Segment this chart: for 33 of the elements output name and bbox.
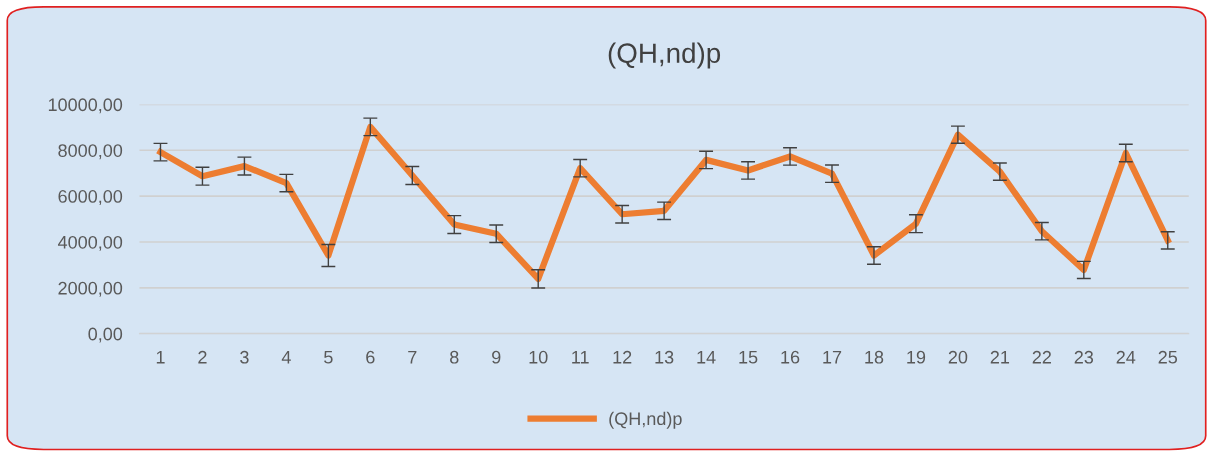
x-tick-label: 4 bbox=[281, 351, 291, 364]
x-tick-label: 7 bbox=[408, 351, 417, 364]
x-tick-label: 15 bbox=[739, 351, 758, 364]
y-tick-label: 0,00 bbox=[88, 327, 123, 343]
x-tick-label: 22 bbox=[1032, 350, 1051, 364]
y-tick-label: 8000,00 bbox=[58, 144, 123, 160]
x-tick-label: 14 bbox=[697, 351, 716, 364]
x-tick-label: 24 bbox=[1116, 350, 1136, 364]
x-tick-label: 12 bbox=[613, 350, 632, 364]
x-tick-label: 20 bbox=[948, 350, 968, 364]
x-tick-label: 25 bbox=[1158, 350, 1178, 364]
x-tick-label: 19 bbox=[907, 350, 926, 364]
y-tick-label: 2000,00 bbox=[58, 281, 123, 297]
legend-label: (QH,nd)p bbox=[609, 411, 682, 429]
chart-title: (QH,nd)p bbox=[608, 42, 721, 69]
x-tick-label: 11 bbox=[572, 351, 589, 364]
x-tick-label: 3 bbox=[240, 350, 249, 364]
x-tick-label: 6 bbox=[366, 350, 375, 364]
x-tick-label: 16 bbox=[781, 350, 800, 364]
y-tick-label: 10000,00 bbox=[48, 98, 123, 114]
y-tick-label: 4000,00 bbox=[57, 235, 123, 251]
x-tick-label: 1 bbox=[156, 351, 165, 364]
x-tick-label: 17 bbox=[823, 351, 842, 364]
x-tick-label: 21 bbox=[990, 350, 1010, 364]
x-tick-label: 10 bbox=[529, 350, 548, 364]
x-tick-label: 18 bbox=[865, 350, 884, 364]
x-tick-label: 8 bbox=[450, 350, 459, 364]
x-tick-label: 9 bbox=[492, 350, 501, 364]
y-tick-label: 6000,00 bbox=[58, 190, 123, 205]
x-tick-label: 23 bbox=[1074, 350, 1094, 364]
x-tick-label: 13 bbox=[655, 350, 674, 364]
x-tick-label: 2 bbox=[198, 350, 207, 364]
x-tick-label: 5 bbox=[324, 351, 333, 364]
